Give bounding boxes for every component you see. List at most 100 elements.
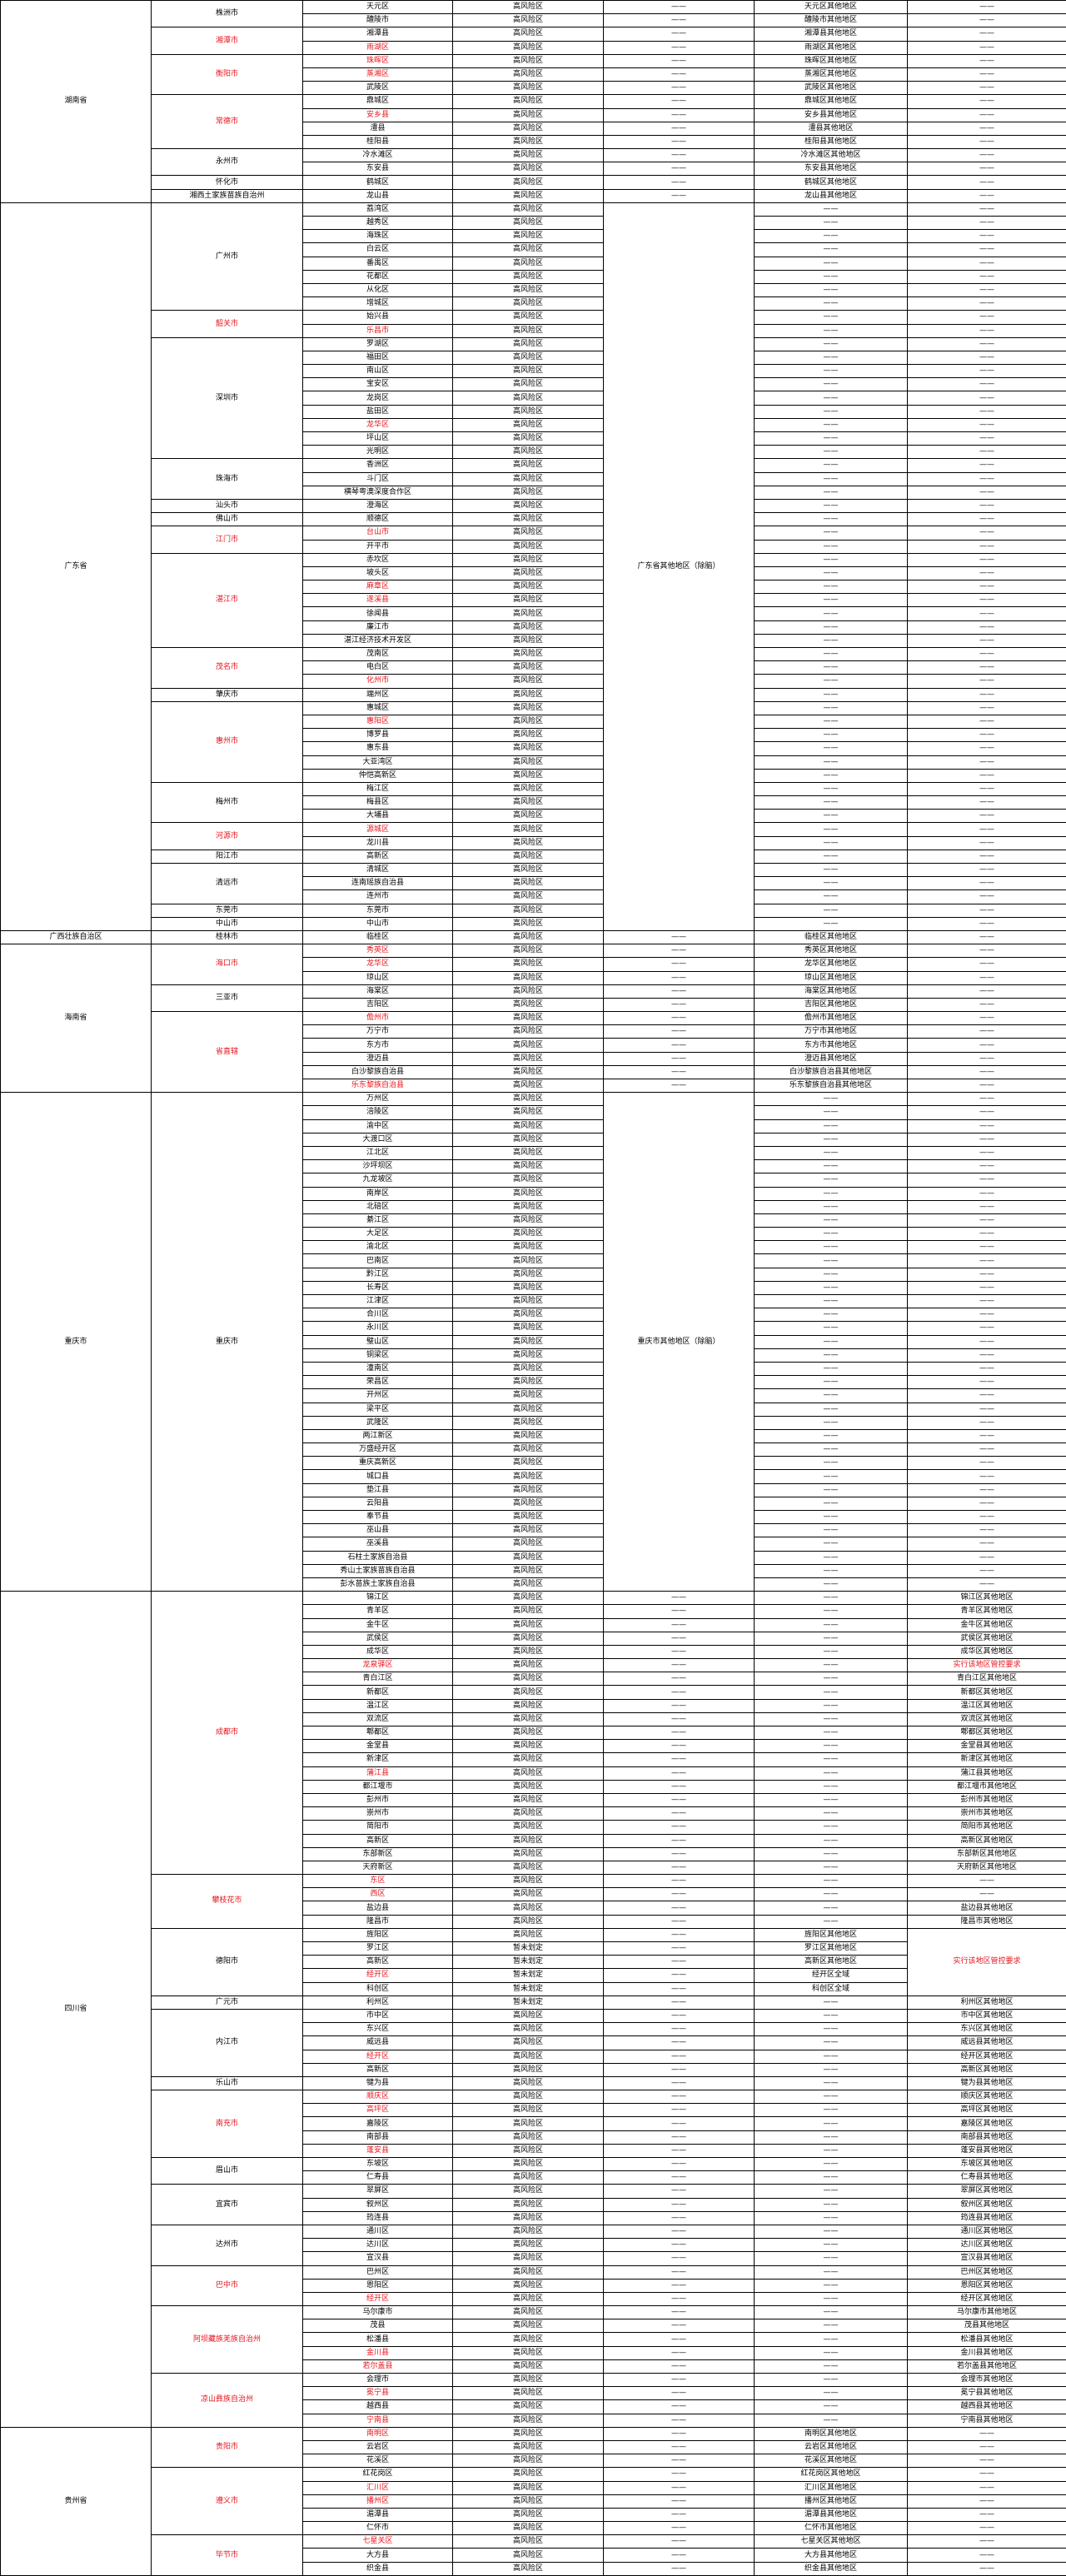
district-cell: 蓬安县: [303, 2144, 453, 2157]
district-cell: 会理市: [303, 2374, 453, 2387]
district-cell: 都江堰市: [303, 1780, 453, 1793]
control-note-cell: ——: [908, 459, 1066, 472]
other-area-cell: ——: [604, 1807, 755, 1821]
district-other-area-cell: ——: [755, 620, 908, 634]
district-cell: 廉江市: [303, 620, 453, 634]
control-note-cell: ——: [908, 607, 1066, 620]
district-other-area-cell: ——: [755, 877, 908, 890]
district-cell: 宣汉县: [303, 2252, 453, 2265]
district-cell: 旌阳区: [303, 1928, 453, 1941]
district-cell: 儋州市: [303, 1012, 453, 1025]
district-other-area-cell: ——: [755, 202, 908, 216]
city-cell: 株洲市: [152, 1, 303, 27]
other-area-cell: ——: [604, 971, 755, 984]
district-cell: 蒸湘区: [303, 67, 453, 81]
table-row: 湘潭市湘潭县高风险区——湘潭县其他地区——: [1, 27, 1066, 41]
control-note-cell: ——: [908, 27, 1066, 41]
table-row: 佛山市顺德区高风险区————: [1, 513, 1066, 526]
control-note-cell: 宁南县其他地区: [908, 2414, 1066, 2427]
district-other-area-cell: 龙华区其他地区: [755, 958, 908, 971]
other-area-cell: ——: [604, 2306, 755, 2319]
risk-level-cell: 高风险区: [453, 270, 604, 283]
district-cell: 播州区: [303, 2494, 453, 2508]
district-cell: 犍为县: [303, 2076, 453, 2090]
other-area-cell: ——: [604, 2185, 755, 2198]
risk-level-cell: 高风险区: [453, 958, 604, 971]
district-other-area-cell: 南明区其他地区: [755, 2427, 908, 2440]
other-area-cell: ——: [604, 2090, 755, 2104]
district-other-area-cell: ——: [755, 2076, 908, 2090]
control-note-cell: ——: [908, 337, 1066, 351]
district-other-area-cell: ——: [755, 2117, 908, 2130]
table-row: 贵州省贵阳市南明区高风险区——南明区其他地区——: [1, 2427, 1066, 2440]
risk-level-cell: 高风险区: [453, 2050, 604, 2063]
risk-level-cell: 高风险区: [453, 162, 604, 176]
district-other-area-cell: ——: [755, 2400, 908, 2414]
risk-level-cell: 高风险区: [453, 1861, 604, 1874]
risk-level-cell: 高风险区: [453, 1335, 604, 1348]
district-other-area-cell: ——: [755, 701, 908, 715]
risk-level-cell: 高风险区: [453, 782, 604, 795]
district-other-area-cell: ——: [755, 1645, 908, 1658]
risk-level-cell: 高风险区: [453, 324, 604, 337]
table-row: 韶关市始兴县高风险区————: [1, 311, 1066, 324]
district-other-area-cell: ——: [755, 297, 908, 311]
district-other-area-cell: 播州区其他地区: [755, 2494, 908, 2508]
district-other-area-cell: 儋州市其他地区: [755, 1012, 908, 1025]
control-note-cell: ——: [908, 135, 1066, 148]
district-other-area-cell: 东安县其他地区: [755, 162, 908, 176]
risk-level-cell: 高风险区: [453, 944, 604, 958]
district-other-area-cell: ——: [755, 1483, 908, 1497]
district-cell: 沙坪坝区: [303, 1160, 453, 1173]
control-note-cell: 马尔康市其他地区: [908, 2306, 1066, 2319]
risk-level-cell: 高风险区: [453, 2225, 604, 2238]
district-other-area-cell: 东方市其他地区: [755, 1039, 908, 1052]
control-note-cell: ——: [908, 351, 1066, 364]
risk-level-cell: 高风险区: [453, 1592, 604, 1605]
control-note-cell: ——: [908, 2454, 1066, 2468]
control-note-cell: 巴州区其他地区: [908, 2265, 1066, 2279]
city-cell: 东莞市: [152, 904, 303, 917]
control-note-cell: ——: [908, 864, 1066, 877]
risk-level-cell: 高风险区: [453, 2387, 604, 2400]
district-cell: 翠屏区: [303, 2185, 453, 2198]
district-other-area-cell: ——: [755, 2009, 908, 2022]
district-other-area-cell: 云岩区其他地区: [755, 2440, 908, 2454]
district-cell: 两江新区: [303, 1429, 453, 1442]
other-area-cell: ——: [604, 2130, 755, 2144]
risk-level-cell: 高风险区: [453, 2454, 604, 2468]
district-cell: 始兴县: [303, 311, 453, 324]
other-area-cell: ——: [604, 2023, 755, 2036]
control-note-cell: ——: [908, 446, 1066, 459]
risk-level-cell: 高风险区: [453, 176, 604, 189]
city-cell: 达州市: [152, 2225, 303, 2265]
risk-level-cell: 暂未划定: [453, 1942, 604, 1956]
district-other-area-cell: ——: [755, 1228, 908, 1241]
risk-level-cell: 高风险区: [453, 1699, 604, 1712]
other-area-cell: ——: [604, 1956, 755, 1969]
other-area-cell: ——: [604, 2198, 755, 2211]
control-note-cell: ——: [908, 41, 1066, 54]
control-note-cell: ——: [908, 877, 1066, 890]
risk-level-cell: 高风险区: [453, 459, 604, 472]
control-note-cell: 仁寿县其他地区: [908, 2171, 1066, 2185]
city-cell: 梅州市: [152, 782, 303, 823]
city-cell: 广元市: [152, 1996, 303, 2009]
district-other-area-cell: ——: [755, 1173, 908, 1187]
district-cell: 城口县: [303, 1470, 453, 1483]
risk-level-cell: 高风险区: [453, 648, 604, 661]
district-cell: 巫山县: [303, 1524, 453, 1537]
district-cell: 合川区: [303, 1308, 453, 1322]
district-cell: 科创区: [303, 1982, 453, 1996]
district-other-area-cell: ——: [755, 1780, 908, 1793]
district-other-area-cell: ——: [755, 1106, 908, 1119]
district-cell: 福田区: [303, 351, 453, 364]
district-cell: 市中区: [303, 2009, 453, 2022]
city-cell: 茂名市: [152, 648, 303, 689]
control-note-cell: 恩阳区其他地区: [908, 2279, 1066, 2292]
control-note-cell: 市中区其他地区: [908, 2009, 1066, 2022]
control-note-cell: ——: [908, 526, 1066, 540]
risk-level-cell: 高风险区: [453, 122, 604, 135]
control-note-cell: ——: [908, 176, 1066, 189]
district-cell: 徐闻县: [303, 607, 453, 620]
